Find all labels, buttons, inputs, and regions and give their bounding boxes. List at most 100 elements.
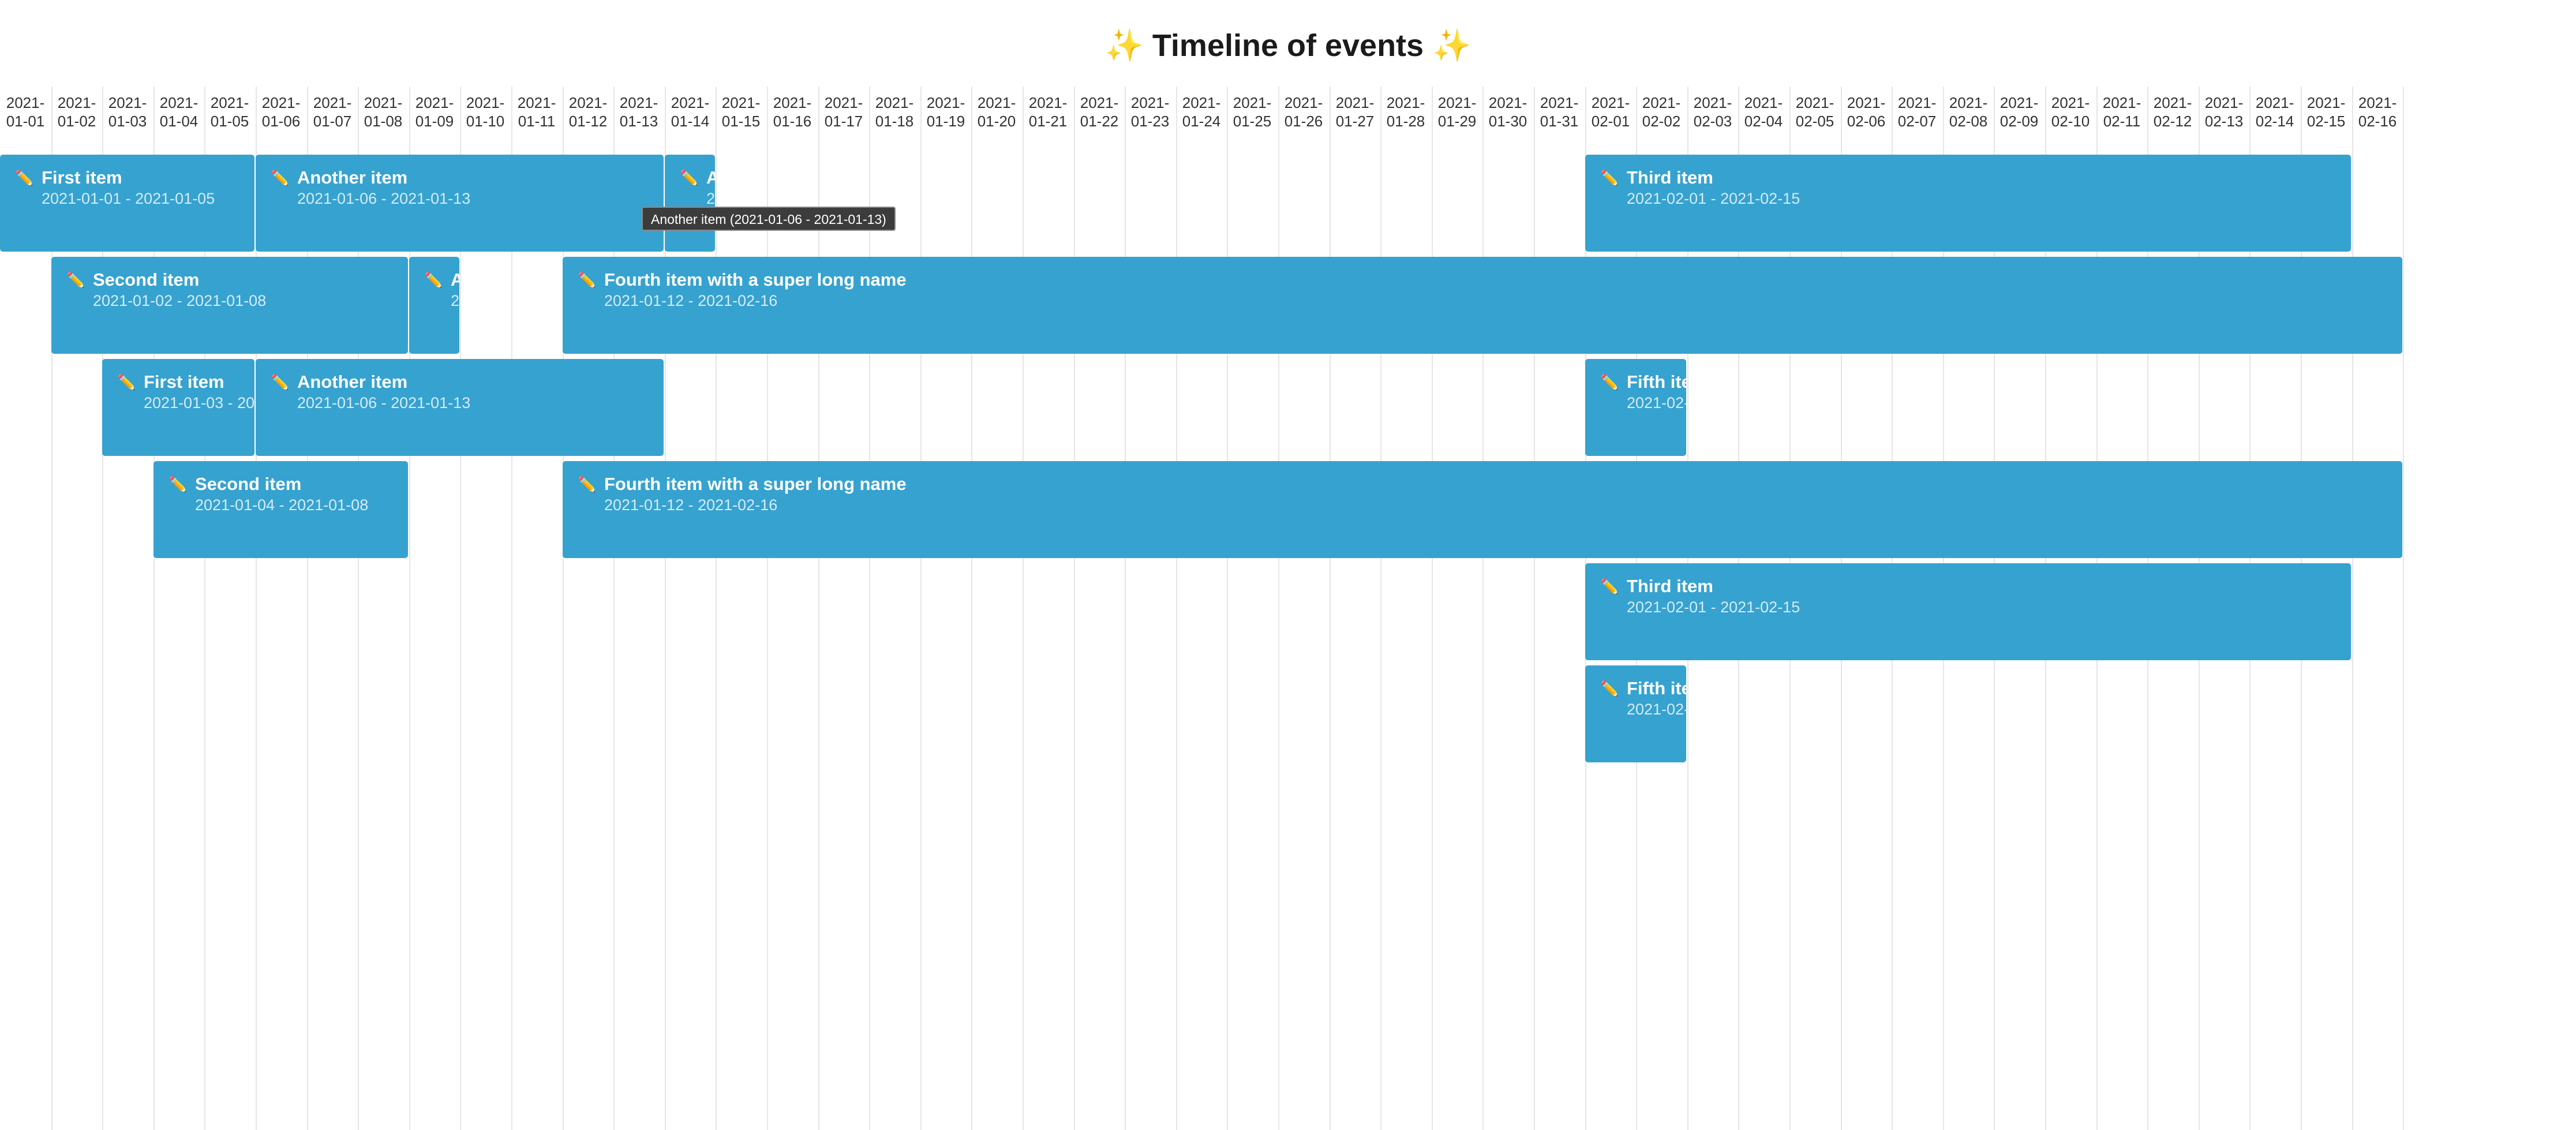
date-label: 2021- 02-02 xyxy=(1642,94,1681,130)
event-date-range: 2021-01-06 - 2021-01-13 xyxy=(706,190,715,207)
date-label: 2021- 02-14 xyxy=(2255,94,2294,130)
date-label: 2021- 01-31 xyxy=(1540,94,1579,130)
date-label: 2021- 01-29 xyxy=(1437,94,1477,130)
grid-line xyxy=(1432,87,1433,1130)
date-label: 2021- 02-16 xyxy=(2358,94,2397,130)
event-date-range: 2021-02-01 - 2021-02-15 xyxy=(1627,598,1800,616)
event-item[interactable]: ✏️ Another item 2021-01-06 - 2021-01-13 xyxy=(256,155,664,252)
grid-line xyxy=(767,87,768,1130)
event-date-range: 2021-01-12 - 2021-02-16 xyxy=(604,496,778,514)
event-item[interactable]: ✏️ Fourth item with a super long name 2021… xyxy=(563,257,2402,354)
date-label: 2021- 01-08 xyxy=(364,94,403,130)
event-item[interactable]: ✏️ Third item 2021-02-01 - 2021-02-15 xyxy=(1585,563,2351,660)
event-item[interactable]: ✏️ Fourth item with a super long name 2021… xyxy=(563,461,2402,558)
date-label: 2021- 02-12 xyxy=(2153,94,2192,130)
date-label: 2021- 02-09 xyxy=(2000,94,2039,130)
event-date-range: 2021-01-12 - 2021-02-16 xyxy=(604,292,778,309)
date-label: 2021- 01-13 xyxy=(619,94,658,130)
event-title: Fifth item xyxy=(1627,678,1686,698)
grid-line xyxy=(869,87,870,1130)
date-label: 2021- 02-07 xyxy=(1897,94,1937,130)
grid-line xyxy=(1074,87,1075,1130)
grid-line xyxy=(1227,87,1228,1130)
date-label: 2021- 01-30 xyxy=(1488,94,1527,130)
date-label: 2021- 01-21 xyxy=(1028,94,1068,130)
date-label: 2021- 01-04 xyxy=(159,94,199,130)
event-date-range: 2021-01-01 - 2021-01-05 xyxy=(42,190,215,207)
grid-line xyxy=(51,87,53,1130)
date-label: 2021- 02-13 xyxy=(2204,94,2244,130)
pencil-icon[interactable]: ✏️ xyxy=(117,373,136,391)
date-label: 2021- 02-05 xyxy=(1795,94,1834,130)
page-title-text: Timeline of events xyxy=(1152,28,1424,63)
event-item[interactable]: ✏️ Fifth item 2021-02-01 - 2021-02-02 xyxy=(1585,665,1686,762)
date-label: 2021- 01-12 xyxy=(568,94,608,130)
grid-line xyxy=(460,87,461,1130)
pencil-icon[interactable]: ✏️ xyxy=(578,476,597,493)
event-title: Second item xyxy=(93,270,200,290)
grid-line xyxy=(1278,87,1279,1130)
date-label: 2021- 01-24 xyxy=(1182,94,1221,130)
grid-line xyxy=(409,87,410,1130)
grid-line xyxy=(563,87,564,1130)
date-label: 2021- 02-11 xyxy=(2102,94,2141,130)
event-item[interactable]: ✏️ Third item 2021-02-01 - 2021-02-15 xyxy=(1585,155,2351,252)
pencil-icon[interactable]: ✏️ xyxy=(680,169,699,186)
pencil-icon[interactable]: ✏️ xyxy=(424,271,443,289)
grid-line xyxy=(1176,87,1177,1130)
pencil-icon[interactable]: ✏️ xyxy=(271,169,290,186)
date-label: 2021- 02-08 xyxy=(1949,94,1988,130)
event-title: Another item xyxy=(297,372,408,392)
event-title: Fourth item with a super long name xyxy=(604,474,907,494)
event-item[interactable]: ✏️ Another item 2021-01-06 - 2021-01-13 xyxy=(409,257,459,354)
event-item[interactable]: ✏️ First item 2021-01-03 - 2021-01-07 xyxy=(102,359,254,456)
date-label: 2021- 02-01 xyxy=(1591,94,1630,130)
grid-line xyxy=(971,87,972,1130)
date-label: 2021- 01-03 xyxy=(108,94,147,130)
pencil-icon[interactable]: ✏️ xyxy=(1600,373,1619,391)
event-item[interactable]: ✏️ Second item 2021-01-02 - 2021-01-08 xyxy=(51,257,408,354)
event-title: Second item xyxy=(195,474,302,494)
pencil-icon[interactable]: ✏️ xyxy=(1600,169,1619,186)
pencil-icon[interactable]: ✏️ xyxy=(271,373,290,391)
pencil-icon[interactable]: ✏️ xyxy=(1600,680,1619,697)
event-date-range: 2021-01-03 - 2021-01-07 xyxy=(144,394,254,411)
event-item[interactable]: ✏️ First item 2021-01-01 - 2021-01-05 xyxy=(0,155,254,252)
grid-line xyxy=(1125,87,1126,1130)
pencil-icon[interactable]: ✏️ xyxy=(169,476,188,493)
grid-line xyxy=(613,87,615,1130)
event-item[interactable]: ✏️ Fifth item 2021-02-01 - 2021-02-02 xyxy=(1585,359,1686,456)
event-title: Another item xyxy=(706,167,715,188)
grid-line xyxy=(307,87,308,1130)
date-label: 2021- 01-06 xyxy=(261,94,301,130)
date-label: 2021- 01-18 xyxy=(875,94,914,130)
date-label: 2021- 01-23 xyxy=(1130,94,1170,130)
grid-line xyxy=(818,87,819,1130)
pencil-icon[interactable]: ✏️ xyxy=(1600,578,1619,595)
event-item[interactable]: ✏️ Another item 2021-01-06 - 2021-01-13 xyxy=(665,155,715,252)
grid-line xyxy=(511,87,512,1130)
date-label: 2021- 01-26 xyxy=(1284,94,1323,130)
event-item[interactable]: ✏️ Second item 2021-01-04 - 2021-01-08 xyxy=(153,461,408,558)
event-item[interactable]: ✏️ Another item 2021-01-06 - 2021-01-13 xyxy=(256,359,664,456)
grid-line xyxy=(2403,87,2404,1130)
page-title: ✨ Timeline of events ✨ xyxy=(0,25,2576,66)
event-date-range: 2021-01-04 - 2021-01-08 xyxy=(195,496,369,514)
pencil-icon[interactable]: ✏️ xyxy=(578,271,597,289)
date-label: 2021- 01-25 xyxy=(1233,94,1272,130)
date-label: 2021- 01-11 xyxy=(517,94,556,130)
grid-line xyxy=(920,87,922,1130)
pencil-icon[interactable]: ✏️ xyxy=(15,169,34,186)
date-label: 2021- 01-20 xyxy=(977,94,1016,130)
event-title: Another item xyxy=(451,270,459,290)
event-title: First item xyxy=(144,372,224,392)
date-label: 2021- 01-01 xyxy=(6,94,45,130)
event-title: Fourth item with a super long name xyxy=(604,270,907,290)
pencil-icon[interactable]: ✏️ xyxy=(66,271,85,289)
event-title: First item xyxy=(42,167,122,188)
event-title: Third item xyxy=(1627,167,1713,188)
grid-line xyxy=(256,87,257,1130)
date-label: 2021- 01-10 xyxy=(466,94,505,130)
grid-line xyxy=(1330,87,1331,1130)
event-date-range: 2021-01-02 - 2021-01-08 xyxy=(93,292,267,309)
